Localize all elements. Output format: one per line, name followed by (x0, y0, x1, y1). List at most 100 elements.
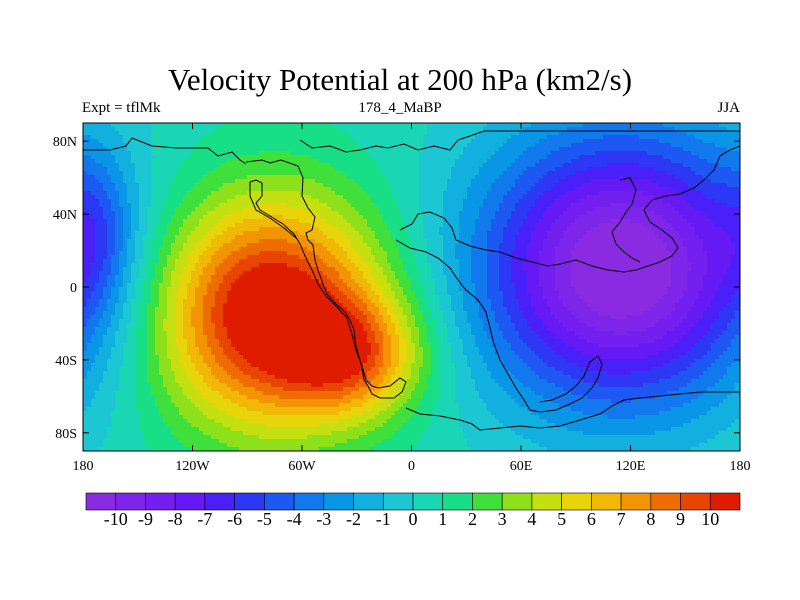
field-cell (727, 239, 732, 244)
field-cell (375, 239, 380, 244)
field-cell (651, 211, 656, 216)
field-cell (171, 163, 176, 168)
field-cell (651, 123, 656, 128)
field-cell (271, 127, 276, 132)
field-cell (159, 171, 164, 176)
field-cell (731, 135, 736, 140)
field-cell (603, 199, 608, 204)
field-cell (399, 211, 404, 216)
field-cell (483, 183, 488, 188)
field-cell (567, 183, 572, 188)
field-cell (223, 203, 228, 208)
field-cell (551, 187, 556, 192)
field-cell (227, 163, 232, 168)
field-cell (127, 239, 132, 244)
field-cell (227, 219, 232, 224)
field-cell (199, 187, 204, 192)
field-cell (523, 227, 528, 232)
field-cell (263, 239, 268, 244)
field-cell (687, 147, 692, 152)
field-cell (331, 195, 336, 200)
field-cell (139, 155, 144, 160)
field-cell (99, 183, 104, 188)
field-cell (219, 219, 224, 224)
field-cell (115, 239, 120, 244)
field-cell (515, 159, 520, 164)
field-cell (687, 227, 692, 232)
field-cell (251, 123, 256, 128)
field-cell (295, 239, 300, 244)
field-cell (227, 127, 232, 132)
field-cell (215, 171, 220, 176)
field-cell (151, 179, 156, 184)
field-cell (475, 231, 480, 236)
field-cell (659, 147, 664, 152)
field-cell (495, 187, 500, 192)
field-cell (175, 183, 180, 188)
field-cell (643, 203, 648, 208)
field-cell (155, 135, 160, 140)
field-cell (147, 171, 152, 176)
field-cell (551, 207, 556, 212)
field-cell (119, 243, 124, 248)
field-cell (719, 231, 724, 236)
field-cell (531, 239, 536, 244)
field-cell (339, 179, 344, 184)
field-cell (451, 127, 456, 132)
field-cell (703, 167, 708, 172)
field-cell (439, 155, 444, 160)
field-cell (291, 151, 296, 156)
field-cell (239, 123, 244, 128)
field-cell (387, 127, 392, 132)
field-cell (679, 131, 684, 136)
field-cell (547, 235, 552, 240)
field-cell (363, 195, 368, 200)
field-cell (187, 159, 192, 164)
field-cell (435, 179, 440, 184)
field-cell (695, 179, 700, 184)
field-cell (395, 135, 400, 140)
field-cell (495, 127, 500, 132)
field-cell (503, 123, 508, 128)
field-cell (427, 163, 432, 168)
field-cell (487, 215, 492, 220)
field-cell (247, 127, 252, 132)
field-cell (347, 187, 352, 192)
field-cell (283, 179, 288, 184)
field-cell (419, 143, 424, 148)
field-cell (359, 223, 364, 228)
field-cell (203, 127, 208, 132)
field-cell (495, 223, 500, 228)
field-cell (731, 163, 736, 168)
field-cell (387, 147, 392, 152)
field-cell (607, 195, 612, 200)
field-cell (215, 203, 220, 208)
field-cell (319, 175, 324, 180)
field-cell (167, 219, 172, 224)
field-cell (195, 223, 200, 228)
field-cell (691, 127, 696, 132)
field-cell (191, 183, 196, 188)
field-cell (531, 231, 536, 236)
field-cell (691, 235, 696, 240)
field-cell (123, 159, 128, 164)
field-cell (111, 243, 116, 248)
field-cell (599, 187, 604, 192)
field-cell (283, 135, 288, 140)
field-cell (703, 207, 708, 212)
field-cell (695, 187, 700, 192)
field-cell (699, 143, 704, 148)
field-cell (587, 195, 592, 200)
field-cell (447, 155, 452, 160)
field-cell (195, 211, 200, 216)
field-cell (215, 215, 220, 220)
field-cell (415, 215, 420, 220)
field-cell (647, 151, 652, 156)
field-cell (631, 163, 636, 168)
field-cell (395, 195, 400, 200)
field-cell (207, 215, 212, 220)
field-cell (615, 159, 620, 164)
field-cell (667, 199, 672, 204)
field-cell (295, 227, 300, 232)
field-cell (351, 227, 356, 232)
